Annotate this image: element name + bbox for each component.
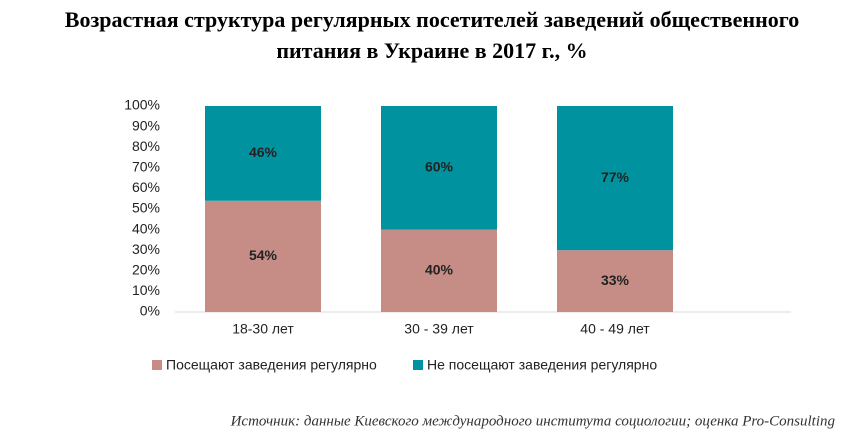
value-label: 54% [249, 247, 278, 263]
value-label: 46% [249, 144, 278, 160]
y-tick-label: 30% [132, 241, 160, 257]
legend-swatch [413, 360, 423, 370]
x-tick-label: 18-30 лет [232, 321, 294, 337]
y-tick-label: 100% [124, 97, 160, 113]
legend-label: Посещают заведения регулярно [166, 357, 377, 373]
y-tick-label: 50% [132, 200, 160, 216]
bar-segment [205, 106, 321, 201]
y-tick-label: 90% [132, 117, 160, 133]
value-label: 40% [425, 262, 454, 278]
y-tick-label: 80% [132, 138, 160, 154]
bar-segment [381, 106, 497, 230]
y-tick-label: 60% [132, 179, 160, 195]
bar-segment [557, 250, 673, 312]
legend-label: Не посещают заведения регулярно [427, 357, 657, 373]
bar-segment [557, 106, 673, 251]
bar-segment [205, 200, 321, 312]
chart-title: питания в Украине в 2017 г., % [276, 38, 587, 63]
x-tick-label: 30 - 39 лет [404, 321, 474, 337]
y-tick-label: 10% [132, 282, 160, 298]
value-label: 33% [601, 272, 630, 288]
y-tick-label: 0% [140, 303, 160, 319]
x-tick-label: 40 - 49 лет [580, 321, 650, 337]
value-label: 77% [601, 169, 630, 185]
y-tick-label: 20% [132, 262, 160, 278]
y-tick-label: 40% [132, 220, 160, 236]
legend-swatch [152, 360, 162, 370]
y-tick-label: 70% [132, 159, 160, 175]
source-note: Источник: данные Киевского международног… [230, 413, 836, 429]
bar-segment [381, 229, 497, 312]
value-label: 60% [425, 159, 454, 175]
chart-title: Возрастная структура регулярных посетите… [65, 7, 799, 32]
